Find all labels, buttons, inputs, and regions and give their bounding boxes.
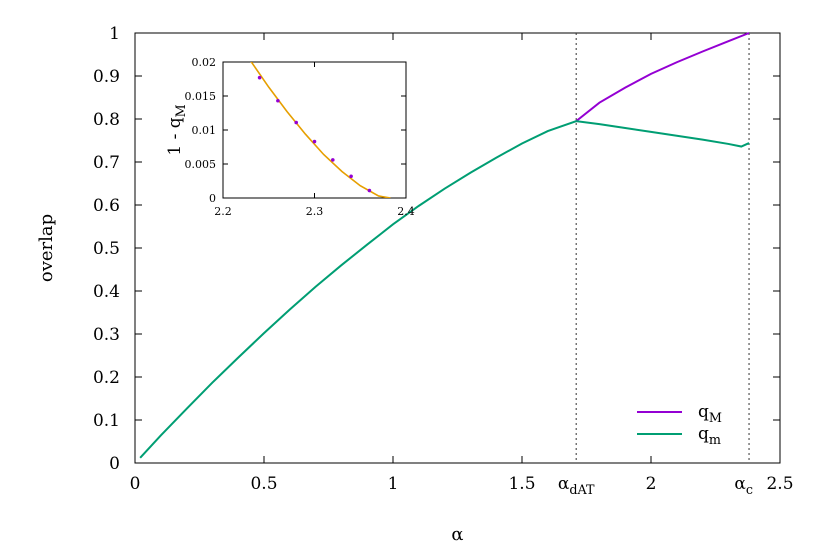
inset-data-point: [276, 98, 280, 103]
y-tick-label: 0.8: [93, 110, 120, 130]
annotation-label: αc: [734, 474, 753, 498]
inset-series-group: [250, 62, 391, 198]
x-tick-label: 2: [646, 474, 657, 494]
inset-data-point: [257, 75, 262, 80]
legend-label: qM: [698, 402, 722, 426]
inset-data-point: [294, 120, 299, 125]
y-tick-label: 0.7: [93, 153, 120, 173]
y-tick-label: 0.5: [93, 239, 120, 259]
inset-y-tick-label: 0: [209, 192, 216, 205]
inset-data-point: [312, 139, 317, 144]
inset-y-tick-label: 0.005: [185, 158, 217, 171]
inset-y-title-group: 1 - qM: [165, 104, 189, 155]
x-tick-label: 0: [130, 474, 141, 494]
x-tick-label: 0.5: [250, 474, 277, 494]
series-line-qm: [139, 120, 750, 459]
inset-frame: [222, 61, 407, 199]
y-tick-label: 0.9: [93, 67, 120, 87]
inset-y-tick-label: 0.01: [192, 124, 217, 137]
inset-data-point: [331, 158, 335, 162]
y-tick-label: 0.1: [93, 411, 120, 431]
y-tick-label: 0.6: [93, 196, 120, 216]
y-tick-label: 0.3: [93, 325, 120, 345]
y-tick-label: 0.4: [93, 282, 120, 302]
inset-x-tick-label: 2.2: [214, 205, 232, 218]
x-tick-label: 2.5: [766, 474, 793, 494]
series-line-qM: [575, 32, 750, 122]
y-tick-label: 0: [109, 454, 120, 474]
x-tick-label: 1: [388, 474, 399, 494]
inset-y-axis-title: 1 - qM: [165, 104, 189, 155]
inset-data-point: [367, 188, 372, 193]
x-tick-label: 1.5: [508, 474, 535, 494]
y-tick-label: 0.2: [93, 368, 120, 388]
y-axis-title: overlap: [36, 214, 57, 282]
inset-data-point: [349, 174, 353, 179]
inset-x-tick-label: 2.4: [397, 205, 415, 218]
inset-x-tick-label: 2.3: [306, 205, 324, 218]
legend-label: qm: [698, 424, 721, 448]
inset-y-tick-label: 0.02: [192, 56, 217, 69]
x-axis-title: α: [451, 524, 463, 545]
annotation-label: αdAT: [558, 474, 595, 498]
y-tick-label: 1: [109, 24, 120, 44]
inset-y-tick-label: 0.015: [185, 90, 217, 103]
inset-fit-line: [250, 62, 391, 198]
